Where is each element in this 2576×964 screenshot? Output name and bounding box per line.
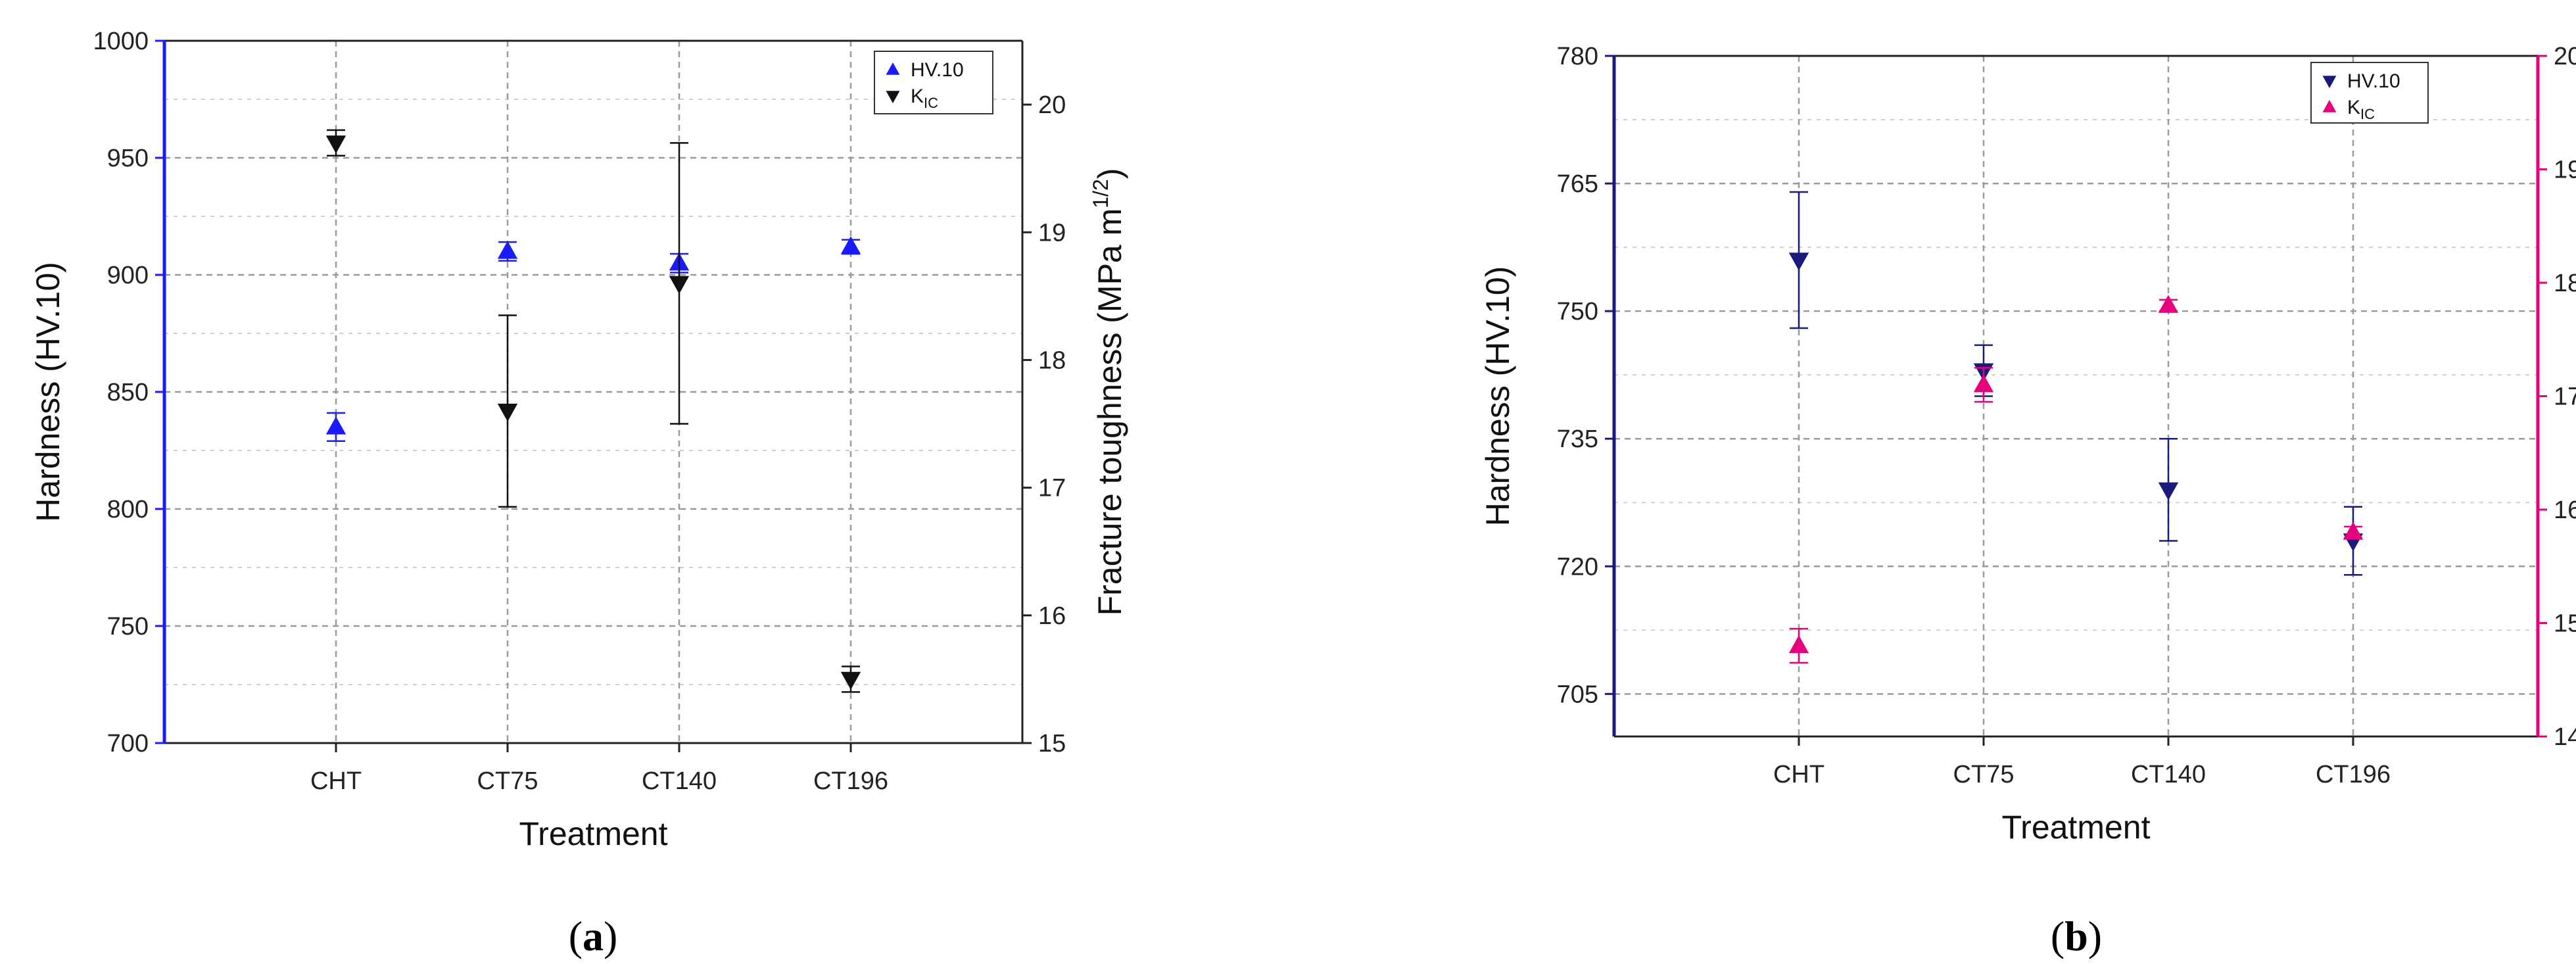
panel-a-left-tick-label: 700 [107,730,149,758]
panel-b-legend-label: HV.10 [2347,70,2400,92]
panel-a-right-axis-title-main: Fracture toughness (MPa m [1091,208,1128,616]
panel-b-right-tick-label: 18 [2554,270,2576,297]
panel-b-legend-marker [2322,100,2337,112]
panel-b-right-tick-label: 16 [2554,496,2576,524]
panel-a-data-point [840,236,861,254]
panel-a-legend-marker [886,62,900,75]
panel-a-data-point [325,135,346,154]
panel-a-x-tick-label: CHT [310,767,362,795]
panel-b-caption: (b) [2051,913,2102,959]
panel-b-caption-letter: b [2064,913,2088,959]
panel-b-left-tick-label: 705 [1557,681,1598,708]
panel-a-chart: 700 750 800 850 900 950 1000 15 16 17 18 19 20 CHT CT7… [30,28,1128,959]
panel-b-x-tick-label: CT75 [1953,761,2015,788]
panel-b-right-tick-label: 14 [2554,723,2576,751]
panel-a-right-tick-label: 16 [1038,602,1066,630]
panel-a-right-tick-label: 19 [1038,219,1066,247]
panel-b-left-tick-label: 720 [1557,553,1598,581]
panel-a-right-tick-label: 15 [1038,730,1066,758]
panel-b-data-point [1788,635,1809,654]
panel-a-x-axis-title: Treatment [519,815,667,852]
panel-a-right-axis-title-close: ) [1091,168,1128,180]
panel-a-left-tick-label: 950 [107,145,149,172]
panel-b-legend-label: KIC [2347,97,2375,122]
panel-b-series-hardness [1788,191,2364,576]
panel-b-left-axis-title: Hardness (HV.10) [1479,266,1516,527]
panel-a-data-point [325,416,346,435]
panel-a-caption: (a) [569,913,618,959]
panel-b-data-point [1788,253,1809,271]
panel-a-caption-close: ) [604,913,617,959]
panel-a-data-point [840,671,861,690]
panel-b-left-tick-label: 750 [1557,298,1598,325]
panel-b-caption-open: ( [2051,913,2064,959]
panel-b-x-axis-title: Treatment [2001,809,2150,846]
panel-a-right-axis-title-sup: 1/2 [1089,179,1112,208]
panel-b-right-tick-label: 15 [2554,610,2576,638]
panel-b-caption-close: ) [2088,913,2102,959]
panel-b-series-kic [1788,295,2364,664]
panel-a-left-tick-label: 750 [107,613,149,640]
panel-a-left-axis-title: Hardness (HV.10) [30,262,66,522]
panel-a-right-axis-title: Fracture toughness (MPa m1/2) [1089,168,1128,616]
panel-b-left-tick-label: 780 [1557,43,1598,70]
panel-a-data-point [669,276,690,294]
panel-b-chart: 705 720 735 750 765 780 14 15 16 17 18 19 20 CHT CT75 C… [1479,43,2576,959]
panel-a-left-tick-label: 800 [107,496,149,523]
panel-b-data-point [2158,295,2179,313]
panel-a-left-tick-label: 850 [107,379,149,406]
panel-a-legend-label: KIC [911,85,938,111]
panel-b-legend: HV.10 KIC [2310,62,2429,124]
panel-a-legend-label: HV.10 [911,59,964,81]
panel-a-caption-open: ( [569,913,583,959]
panel-a-legend-marker [886,91,900,103]
panel-b-legend-label-sub: IC [2360,106,2375,122]
panel-a-legend-box [874,51,993,114]
panel-a-legend: HV.10 KIC [874,51,993,114]
panel-a-legend-label-main: K [911,85,924,107]
panel-a-x-tick-label: CT196 [813,767,888,795]
panel-b-left-tick-label: 735 [1557,425,1598,453]
panel-b-data-point [1973,374,1994,393]
panel-b-right-tick-label: 19 [2554,157,2576,184]
panel-a-series-hardness [325,236,861,443]
panel-b-right-tick-label: 20 [2554,43,2576,70]
panel-b-data-point [2343,521,2364,540]
panel-b-legend-box [2310,62,2429,124]
panel-a-data-point [497,241,518,259]
panel-b-right-tick-label: 17 [2554,383,2576,411]
panel-a-left-tick-label: 900 [107,262,149,289]
panel-a-right-tick-label: 17 [1038,475,1066,502]
panel-b-legend-marker [2322,76,2337,88]
panel-a-data-point [497,403,518,422]
panel-b-data-point [2158,482,2179,500]
panel-a-caption-letter: a [583,913,604,959]
panel-a-legend-label-sub: IC [924,95,938,111]
panel-a-x-tick-label: CT75 [477,767,538,795]
panel-b-x-tick-label: CT140 [2131,761,2206,788]
panel-b-legend-label-main: K [2347,97,2360,118]
panel-a-left-tick-label: 1000 [93,28,149,55]
panel-b-x-tick-label: CHT [1773,761,1825,788]
panel-b-x-tick-label: CT196 [2316,761,2391,788]
panel-a-x-tick-label: CT140 [642,767,717,795]
panel-b-left-tick-label: 765 [1557,170,1598,198]
panel-a-right-tick-label: 18 [1038,347,1066,374]
panel-a-series-kic [325,129,861,693]
panel-a-right-tick-label: 20 [1038,91,1066,119]
